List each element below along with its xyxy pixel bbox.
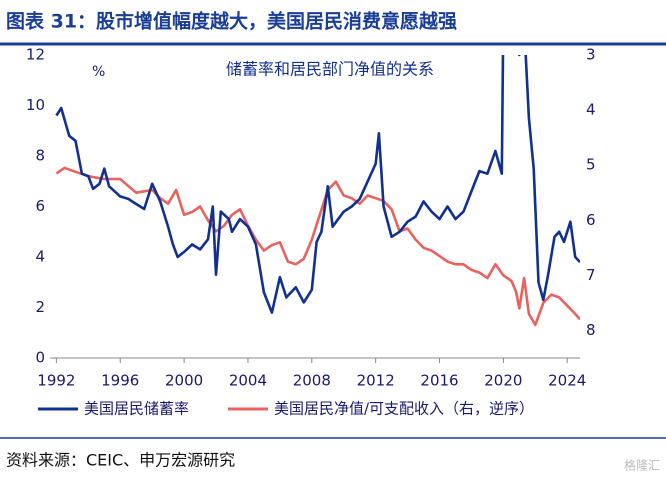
source: 资料来源：CEIC、申万宏源研究: [6, 451, 235, 470]
x-tick-label: 2004: [229, 372, 267, 390]
series-line: [55, 55, 580, 314]
y-tick-label: 12: [26, 46, 45, 64]
watermark: 格隆汇: [624, 458, 660, 473]
x-tick-label: 2024: [548, 372, 586, 390]
legend-label: 美国居民净值/可支配收入（右，逆序）: [274, 400, 534, 418]
x-tick-label: 2020: [484, 372, 522, 390]
chart-title: 储蓄率和居民部门净值的关系: [226, 60, 434, 79]
x-tick-label: 2016: [420, 372, 458, 390]
series-line: [55, 166, 580, 327]
y-tick-label: 10: [26, 96, 45, 114]
y2-tick-label: 3: [586, 46, 596, 64]
y-tick-label: 0: [35, 349, 45, 367]
y2-tick-label: 5: [586, 156, 596, 174]
header: 图表 31：股市增值幅度越大，美国居民消费意愿越强: [6, 10, 457, 33]
y2-tick-label: 4: [586, 101, 596, 119]
legend-label: 美国居民储蓄率: [84, 400, 189, 418]
y2-tick-label: 6: [586, 211, 596, 229]
plot-area: [55, 55, 580, 327]
y-tick-label: 8: [35, 147, 45, 165]
x-tick-label: 2012: [357, 372, 395, 390]
x-tick-label: 2008: [293, 372, 331, 390]
y-unit: %: [92, 64, 105, 80]
y-tick-label: 6: [35, 197, 45, 215]
y-tick-label: 2: [35, 298, 45, 316]
y2-tick-label: 8: [586, 321, 596, 339]
x-tick-label: 1992: [37, 372, 75, 390]
y2-tick-label: 7: [586, 266, 596, 284]
x-tick-label: 1996: [101, 372, 139, 390]
y-tick-label: 4: [35, 248, 45, 266]
x-tick-label: 2000: [165, 372, 203, 390]
